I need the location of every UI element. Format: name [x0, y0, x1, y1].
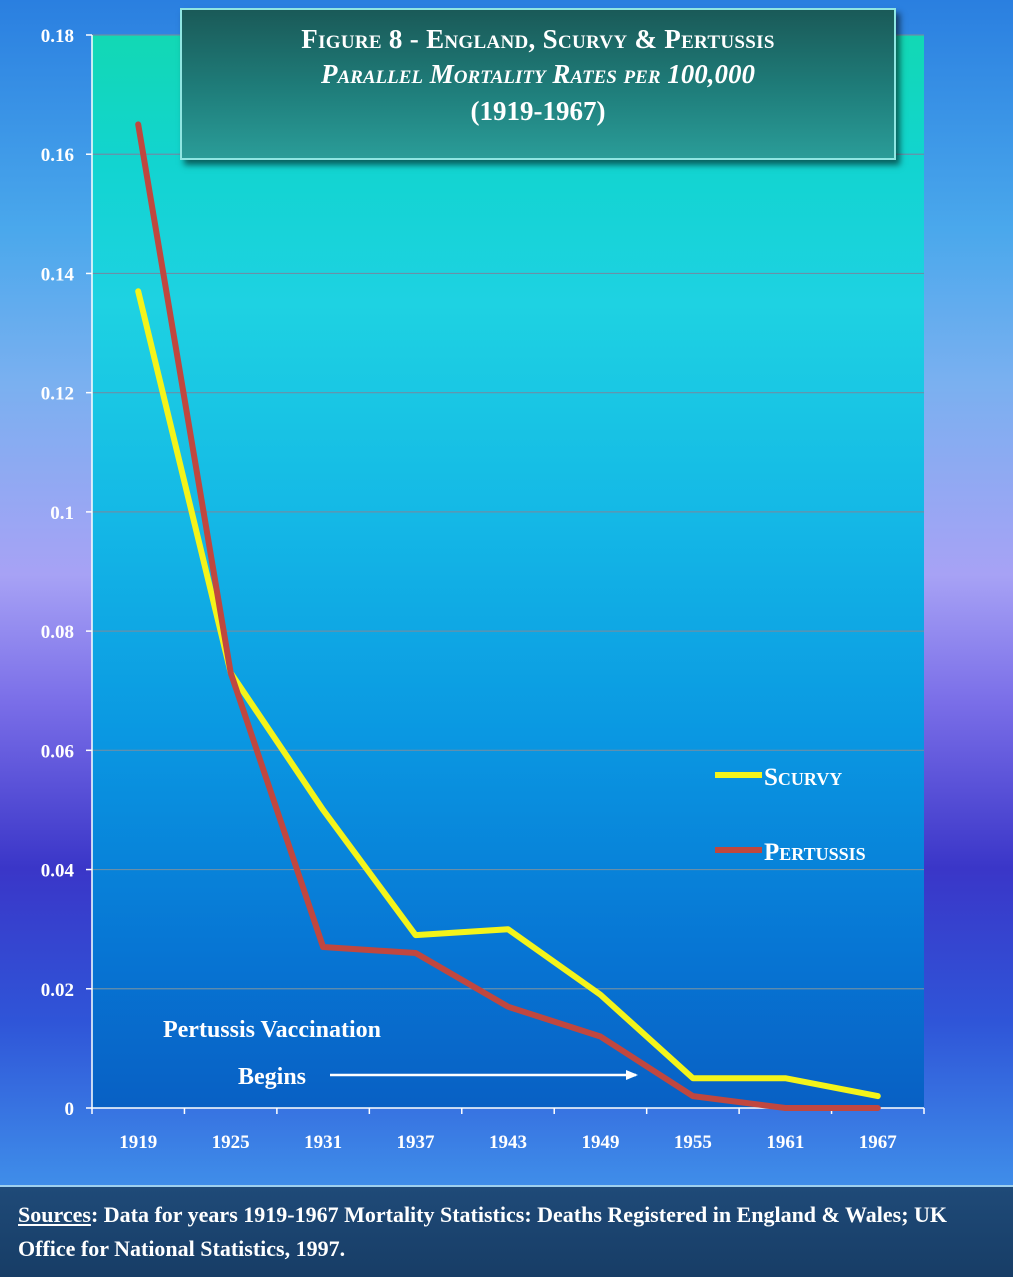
y-tick-label: 0.08 — [41, 622, 74, 643]
data-point-pertussis — [597, 1033, 603, 1039]
data-point-scurvy — [597, 992, 603, 998]
sources-label: Sources — [18, 1202, 91, 1227]
data-point-scurvy — [413, 932, 419, 938]
data-point-pertussis — [228, 670, 234, 676]
y-tick-label: 0 — [65, 1099, 75, 1120]
chart-subtitle: Parallel Mortality Rates per 100,000 — [320, 59, 756, 89]
data-point-pertussis — [505, 1004, 511, 1010]
chart-date-range: (1919-1967) — [470, 96, 606, 126]
x-tick-label: 1967 — [859, 1132, 898, 1153]
x-tick-label: 1943 — [489, 1132, 527, 1153]
y-tick-label: 0.04 — [41, 861, 75, 882]
series — [135, 121, 881, 1111]
x-tick-label: 1931 — [304, 1132, 342, 1153]
data-point-pertussis — [690, 1093, 696, 1099]
legend: Scurvy Pertussis — [715, 764, 866, 866]
y-tick-label: 0.18 — [41, 26, 74, 47]
y-tick-label: 0.16 — [41, 145, 74, 166]
y-tick-label: 0.12 — [41, 384, 74, 405]
data-point-scurvy — [505, 926, 511, 932]
x-tick-label: 1949 — [581, 1132, 619, 1153]
data-point-scurvy — [135, 288, 141, 294]
y-tick-label: 0.1 — [50, 503, 74, 524]
y-tick-label: 0.02 — [41, 980, 74, 1001]
chart-title: Figure 8 - England, Scurvy & Pertussis — [301, 24, 775, 54]
x-tick-label: 1955 — [674, 1132, 712, 1153]
y-tick-label: 0.06 — [41, 741, 74, 762]
plot-area — [92, 35, 924, 1108]
chart: 0 0.02 0.04 0.06 0.08 0.1 0.12 0.14 0.16 0.18 1919… — [41, 26, 924, 1153]
data-point-pertussis — [413, 950, 419, 956]
annotation-line2: Begins — [238, 1064, 306, 1090]
data-point-pertussis — [320, 944, 326, 950]
chart-title-box: Figure 8 - England, Scurvy & Pertussis P… — [180, 8, 896, 160]
sources-footer: Sources: Data for years 1919-1967 Mortal… — [0, 1185, 1013, 1277]
data-point-scurvy — [875, 1093, 881, 1099]
y-tick-label: 0.14 — [41, 264, 75, 285]
x-tick-label: 1961 — [766, 1132, 804, 1153]
sources-text: : Data for years 1919-1967 Mortality Sta… — [18, 1202, 948, 1261]
tick-labels: 0 0.02 0.04 0.06 0.08 0.1 0.12 0.14 0.16 0.18 1919… — [41, 26, 898, 1153]
x-tick-label: 1919 — [119, 1132, 157, 1153]
legend-label-scurvy: Scurvy — [764, 764, 842, 791]
annotation-line1: Pertussis Vaccination — [163, 1017, 381, 1043]
data-point-pertussis — [782, 1105, 788, 1111]
data-point-pertussis — [135, 121, 141, 127]
x-tick-label: 1937 — [397, 1132, 436, 1153]
x-tick-label: 1925 — [212, 1132, 250, 1153]
data-point-scurvy — [320, 807, 326, 813]
data-point-pertussis — [875, 1105, 881, 1111]
data-point-scurvy — [690, 1075, 696, 1081]
legend-label-pertussis: Pertussis — [764, 839, 866, 866]
data-point-scurvy — [782, 1075, 788, 1081]
